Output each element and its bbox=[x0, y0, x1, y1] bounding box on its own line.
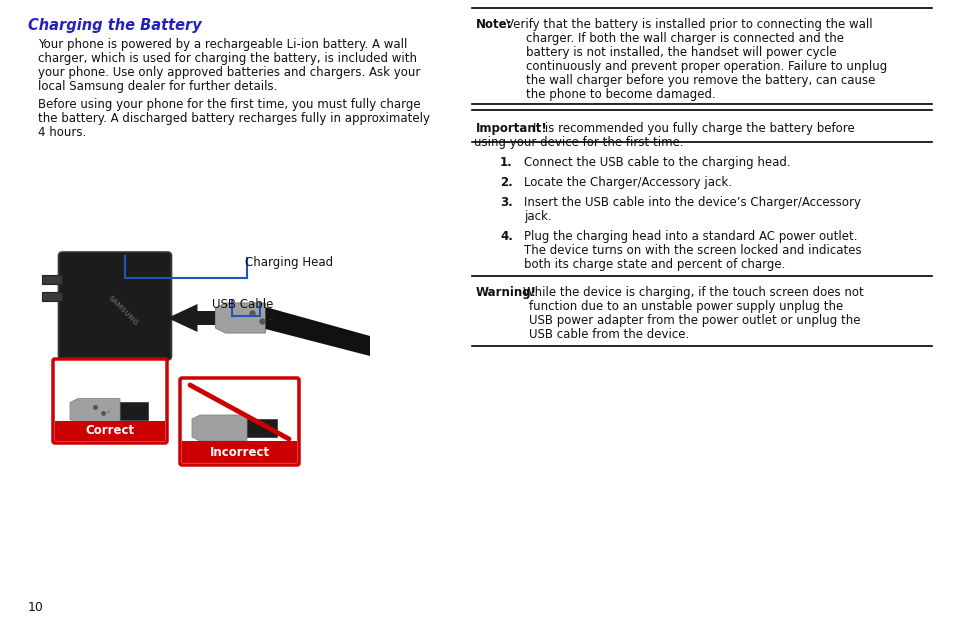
Text: Connect the USB cable to the charging head.: Connect the USB cable to the charging he… bbox=[523, 156, 790, 169]
Polygon shape bbox=[215, 303, 265, 333]
Text: charger. If both the wall charger is connected and the: charger. If both the wall charger is con… bbox=[525, 32, 843, 45]
Text: the phone to become damaged.: the phone to become damaged. bbox=[525, 88, 715, 101]
Polygon shape bbox=[168, 304, 217, 332]
Text: Correct: Correct bbox=[86, 424, 134, 438]
Text: It is recommended you fully charge the battery before: It is recommended you fully charge the b… bbox=[533, 122, 854, 135]
Text: ☄: ☄ bbox=[269, 314, 276, 322]
Text: Plug the charging head into a standard AC power outlet.: Plug the charging head into a standard A… bbox=[523, 230, 857, 243]
Text: Insert the USB cable into the device’s Charger/Accessory: Insert the USB cable into the device’s C… bbox=[523, 196, 861, 209]
Text: 4 hours.: 4 hours. bbox=[38, 126, 86, 139]
Bar bbox=[120, 402, 148, 420]
Polygon shape bbox=[192, 415, 247, 441]
Text: charger, which is used for charging the battery, is included with: charger, which is used for charging the … bbox=[38, 52, 416, 65]
Text: function due to an unstable power supply unplug the: function due to an unstable power supply… bbox=[529, 300, 842, 313]
Text: 1.: 1. bbox=[499, 156, 512, 169]
Text: local Samsung dealer for further details.: local Samsung dealer for further details… bbox=[38, 80, 277, 93]
Text: USB cable from the device.: USB cable from the device. bbox=[529, 328, 688, 341]
Text: jack.: jack. bbox=[523, 210, 551, 223]
Text: USB Cable: USB Cable bbox=[212, 298, 274, 311]
Bar bbox=[43, 292, 63, 301]
Text: While the device is charging, if the touch screen does not: While the device is charging, if the tou… bbox=[522, 286, 862, 299]
FancyBboxPatch shape bbox=[180, 378, 298, 465]
Text: 4.: 4. bbox=[499, 230, 513, 243]
Text: Locate the Charger/Accessory jack.: Locate the Charger/Accessory jack. bbox=[523, 176, 731, 189]
Text: 3.: 3. bbox=[499, 196, 512, 209]
Text: Warning!: Warning! bbox=[476, 286, 537, 299]
Text: SAMSUNG: SAMSUNG bbox=[107, 295, 139, 327]
Text: both its charge state and percent of charge.: both its charge state and percent of cha… bbox=[523, 258, 784, 271]
Text: battery is not installed, the handset will power cycle: battery is not installed, the handset wi… bbox=[525, 46, 836, 59]
Bar bbox=[43, 275, 63, 284]
Text: Charging Head: Charging Head bbox=[245, 256, 333, 269]
Bar bbox=[247, 419, 276, 437]
FancyBboxPatch shape bbox=[58, 252, 172, 360]
Text: 2.: 2. bbox=[499, 176, 512, 189]
Text: Charging the Battery: Charging the Battery bbox=[28, 18, 201, 33]
Text: Incorrect: Incorrect bbox=[210, 445, 270, 459]
Text: the battery. A discharged battery recharges fully in approximately: the battery. A discharged battery rechar… bbox=[38, 112, 430, 125]
Text: your phone. Use only approved batteries and chargers. Ask your: your phone. Use only approved batteries … bbox=[38, 66, 420, 79]
Bar bbox=[55, 421, 165, 441]
Text: Before using your phone for the first time, you must fully charge: Before using your phone for the first ti… bbox=[38, 98, 420, 111]
Polygon shape bbox=[265, 307, 370, 356]
Polygon shape bbox=[70, 399, 120, 424]
Text: ☄: ☄ bbox=[107, 408, 113, 414]
Text: Important!: Important! bbox=[476, 122, 547, 135]
Text: Your phone is powered by a rechargeable Li-ion battery. A wall: Your phone is powered by a rechargeable … bbox=[38, 38, 407, 51]
Text: Note:: Note: bbox=[476, 18, 512, 31]
Bar bbox=[182, 441, 296, 463]
Text: using your device for the first time.: using your device for the first time. bbox=[474, 136, 683, 149]
FancyBboxPatch shape bbox=[53, 359, 167, 443]
Text: 10: 10 bbox=[28, 601, 44, 614]
Text: Verify that the battery is installed prior to connecting the wall: Verify that the battery is installed pri… bbox=[505, 18, 872, 31]
Text: continuously and prevent proper operation. Failure to unplug: continuously and prevent proper operatio… bbox=[525, 60, 886, 73]
Text: The device turns on with the screen locked and indicates: The device turns on with the screen lock… bbox=[523, 244, 861, 257]
Text: USB power adapter from the power outlet or unplug the: USB power adapter from the power outlet … bbox=[529, 314, 860, 327]
Text: the wall charger before you remove the battery, can cause: the wall charger before you remove the b… bbox=[525, 74, 875, 87]
